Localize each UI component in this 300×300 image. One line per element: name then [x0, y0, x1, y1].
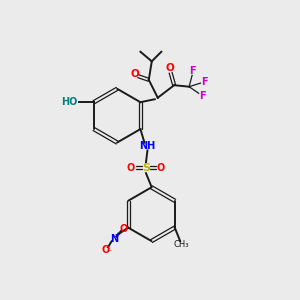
Text: HO: HO [61, 97, 77, 107]
Text: +: + [115, 232, 120, 238]
Text: O: O [166, 64, 174, 74]
Text: NH: NH [139, 141, 156, 151]
Text: O: O [157, 163, 165, 173]
Text: O: O [102, 245, 110, 255]
Text: S: S [142, 163, 150, 173]
Text: N: N [110, 234, 118, 244]
Text: O: O [130, 70, 139, 80]
Text: O: O [127, 163, 135, 173]
Text: F: F [201, 77, 208, 87]
Text: F: F [199, 91, 206, 101]
Text: O: O [119, 224, 128, 233]
Text: CH₃: CH₃ [174, 241, 189, 250]
Text: F: F [189, 66, 196, 76]
Text: ⁻: ⁻ [106, 248, 111, 258]
